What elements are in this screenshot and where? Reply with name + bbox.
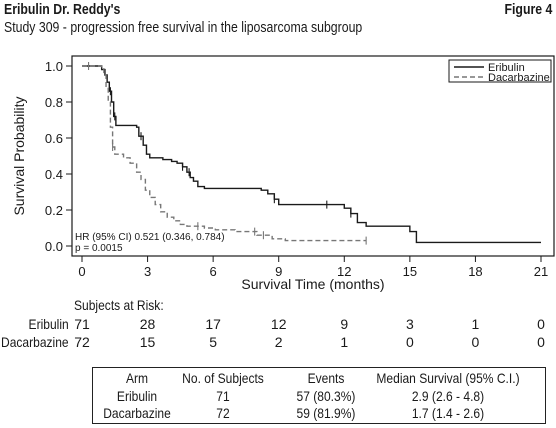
risk-count: 3: [405, 316, 414, 332]
page-subtitle: Study 309 - progression free survival in…: [4, 19, 363, 36]
risk-count: 17: [205, 316, 221, 332]
series-line-dacarbazine: [82, 65, 367, 242]
risk-row: Eribulin 71 28 17 12 9 3 1 0: [0, 316, 556, 334]
risk-count: 0: [405, 334, 414, 350]
risk-row-arm: Eribulin: [28, 316, 69, 332]
summary-table: Arm No. of Subjects Events Median Survival …: [92, 367, 546, 424]
x-tick-label: 15: [403, 264, 417, 279]
summary-row: Dacarbazine 72 59 (81.9%) 1.7 (1.4 - 2.6): [93, 405, 545, 423]
summary-cell: Arm: [125, 370, 149, 386]
summary-cell: 72: [216, 405, 230, 421]
series-line-eribulin: [82, 65, 541, 244]
risk-count: 0: [471, 334, 480, 350]
summary-cell: Eribulin: [116, 388, 158, 404]
y-tick-label: 0.8: [45, 95, 63, 110]
axes-group: 0 3 6 9 12 15 18 21 0.0 0.2 0.4 0.6 0.8 1.0: [45, 59, 548, 279]
x-tick-label: 18: [468, 264, 482, 279]
x-tick-label: 12: [337, 264, 351, 279]
risk-count: 9: [340, 316, 349, 332]
risk-count: 28: [139, 316, 156, 332]
y-tick-label: 0.2: [45, 203, 63, 218]
x-tick-label: 6: [210, 264, 217, 279]
y-tick-label: 0.0: [45, 239, 63, 254]
risk-row: Dacarbazine 72 15 5 2 1 0 0 0: [0, 334, 556, 352]
risk-count: 12: [270, 316, 287, 332]
risk-count: 1: [340, 334, 349, 350]
y-axis-label: Survival Probability: [11, 96, 27, 215]
summary-cell: Dacarbazine: [103, 405, 171, 421]
series-layer: [82, 62, 541, 245]
risk-table-title: Subjects at Risk:: [74, 297, 164, 313]
risk-count: 1: [471, 316, 480, 332]
figure-label: Figure 4: [504, 1, 552, 18]
legend: Eribulin Dacarbazine: [448, 59, 552, 84]
summary-cell: 71: [216, 388, 230, 404]
legend-label-eribulin: Eribulin: [488, 62, 525, 74]
x-tick-label: 9: [275, 264, 282, 279]
legend-label-dacarbazine: Dacarbazine: [488, 72, 550, 84]
p-value-annotation: p = 0.0015: [75, 243, 123, 254]
y-tick-label: 0.4: [45, 167, 63, 182]
summary-cell: 59 (81.9%): [296, 405, 356, 421]
risk-count: 72: [74, 334, 90, 350]
risk-count: 5: [209, 334, 218, 350]
risk-count: 15: [139, 334, 156, 350]
summary-header-row: Arm No. of Subjects Events Median Survival …: [93, 370, 545, 388]
risk-row-arm: Dacarbazine: [1, 334, 69, 350]
risk-count: 71: [74, 316, 90, 332]
summary-cell: 57 (80.3%): [296, 388, 356, 404]
summary-cell: 2.9 (2.6 - 4.8): [411, 388, 485, 404]
km-chart: 0 3 6 9 12 15 18 21 0.0 0.2 0.4 0.6 0.8 1.0 Eribulin …: [11, 55, 555, 292]
summary-cell: 1.7 (1.4 - 2.6): [411, 405, 485, 421]
x-tick-label: 0: [78, 264, 85, 279]
summary-row: Eribulin 71 57 (80.3%) 2.9 (2.6 - 4.8): [93, 388, 545, 406]
summary-cell: Median Survival (95% C.I.): [376, 370, 520, 386]
risk-count: 0: [537, 334, 545, 350]
y-tick-label: 1.0: [45, 59, 63, 74]
summary-cell: No. of Subjects: [182, 370, 264, 386]
x-tick-label: 21: [534, 264, 548, 279]
y-tick-label: 0.6: [45, 131, 63, 146]
page-title: Eribulin Dr. Reddy's: [4, 1, 121, 18]
hr-annotation: HR (95% CI) 0.521 (0.346, 0.784): [75, 232, 225, 243]
x-axis-label: Survival Time (months): [241, 276, 384, 292]
summary-cell: Events: [307, 370, 345, 386]
x-tick-label: 3: [144, 264, 151, 279]
plot-frame: [71, 55, 555, 257]
risk-count: 2: [274, 334, 283, 350]
risk-count: 0: [537, 316, 545, 332]
